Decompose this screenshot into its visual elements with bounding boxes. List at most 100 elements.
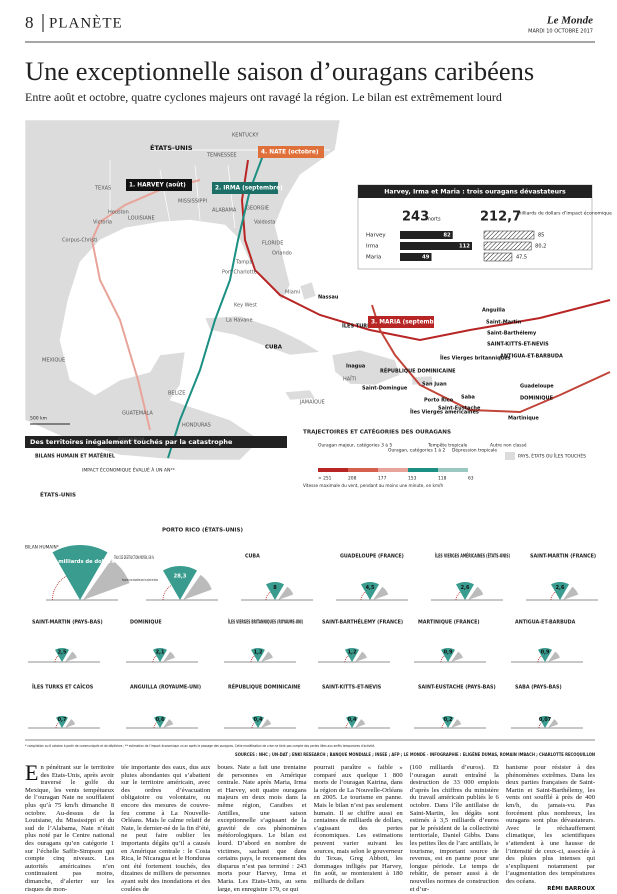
impact-wedge	[55, 648, 69, 662]
territory-value: 1,2	[348, 650, 357, 656]
map-label: Miami	[285, 290, 300, 296]
article-column: banisme pour résister à des phénomènes e…	[506, 764, 595, 892]
map-label: Houston	[108, 210, 129, 216]
impact-wedge	[442, 716, 454, 728]
destruction-wedge	[83, 559, 130, 600]
map-label: Valdosta	[254, 220, 275, 226]
legend-category: Tempête tropicale	[427, 442, 468, 449]
legend-speed: 153	[408, 476, 417, 482]
map-label: Port Charlotte	[222, 270, 257, 276]
map-label: Victoria	[93, 220, 112, 226]
impact-wedge	[252, 716, 264, 728]
map-label: Orlando	[272, 251, 292, 257]
impact-wedge	[163, 565, 197, 600]
map-label: HONDURAS	[182, 423, 211, 429]
territory-name: SABA (PAYS-BAS)	[515, 685, 562, 691]
human-arc	[265, 590, 276, 601]
legend-caption: Vitesse maximale du vent, pendant au moi…	[303, 483, 443, 488]
impact-wedge	[361, 582, 379, 600]
map-label: RÉPUBLIQUE DOMINICAINE	[380, 367, 456, 375]
article-column: pourrait paraître « faible » comparé aux…	[314, 764, 403, 892]
storm-label: 2. IRMA (septembre)	[215, 186, 283, 192]
destruction-wedge	[65, 651, 77, 662]
footnote: * compilation au 6 octobre à partir de c…	[25, 744, 375, 748]
destruction-wedge	[261, 651, 273, 662]
date: MARDI 10 OCTOBRE 2017	[528, 29, 593, 35]
map-label: Nassau	[318, 295, 339, 301]
impact-box	[357, 184, 593, 270]
storm-label: 1. HARVEY (août)	[129, 182, 186, 189]
map-label: ALABAMA	[212, 208, 237, 214]
territory-name: DOMINIQUE	[130, 620, 162, 626]
annotation: TAUX DE DESTRUCTION MOYEN, EN %	[113, 555, 154, 560]
annotation: Proportions non respectées avec les autr…	[122, 577, 158, 582]
legend-category: Dépression tropicale	[452, 447, 497, 454]
map-label: FLORIDE	[262, 241, 283, 247]
legend-speed: 118	[438, 476, 447, 482]
map-label: Martinique	[508, 416, 539, 422]
territory-name: SAINT-EUSTACHE (PAYS-BAS)	[418, 685, 496, 691]
territory-value: 0,4	[254, 717, 263, 723]
territories-subtitle: BILANS HUMAIN ET MATÉRIEL	[35, 452, 115, 460]
territory-name: SAINT-MARTIN (PAYS-BAS)	[32, 620, 103, 626]
map-label: Anguilla	[482, 308, 505, 314]
impact-deaths-unit: morts	[426, 217, 441, 223]
legend-speed: > 251	[318, 476, 332, 482]
human-arc	[550, 590, 561, 601]
article-column: boues. Nate a fait une trentaine de pers…	[217, 764, 306, 892]
destruction-wedge	[468, 586, 484, 600]
human-arc	[455, 590, 466, 601]
territory-value: 0,4	[348, 717, 357, 723]
scale-label: 500 km	[30, 416, 47, 422]
map-label: Saint-Domingue	[362, 386, 408, 392]
sources: SOURCES : NHC ; UN-DAT ; ENKI RESEARCH ;…	[235, 752, 595, 757]
territory-name: SAINT-MARTIN (FRANCE)	[530, 554, 596, 560]
map-label: MISSISSIPPI	[178, 199, 207, 205]
deaths-value: 82	[443, 233, 451, 239]
legend-speed: 177	[378, 476, 387, 482]
map-label: ÉTATS-UNIS	[150, 143, 193, 152]
map-label: SAINT-KITTS-ET-NEVIS	[487, 342, 549, 348]
impact-wedge	[539, 716, 551, 728]
legend-category: Ouragan majeur, catégories 3 à 5	[318, 442, 392, 449]
territory-value: 2,5	[58, 650, 67, 656]
impact-wedge	[345, 648, 359, 662]
storm-label: 4. NATE (octobre)	[261, 150, 319, 156]
territory-value: 0,7	[58, 717, 67, 723]
territory-name: MARTINIQUE (FRANCE)	[418, 620, 480, 626]
annotation: IMPACT ÉCONOMIQUE ÉVALUÉ À UN AN**	[82, 466, 176, 474]
destruction-wedge	[65, 719, 76, 728]
impact-cost-unit: milliards de dollars d’impact économique	[517, 210, 612, 217]
cost-bar	[483, 252, 513, 262]
cost-bar	[483, 241, 532, 251]
section: PLANÈTE	[49, 14, 123, 31]
impact-header	[358, 185, 592, 198]
map-label: Saint-Eustache	[438, 406, 481, 412]
impact-deaths: 243	[402, 210, 429, 225]
impact-wedge	[346, 716, 358, 728]
legend-title: TRAJECTOIRES ET CATÉGORIES DES OURAGANS	[303, 428, 451, 436]
map-label: Guadeloupe	[520, 384, 554, 390]
map-label: Îles Vierges britanniques	[440, 354, 511, 362]
storm-tracks	[90, 149, 611, 459]
legend-category: Autre non classé	[490, 442, 527, 449]
territory-name: ÎLES VIERGES AMÉRICAINES (ÉTATS-UNIS)	[435, 552, 510, 560]
map-label: LOUISIANE	[128, 216, 155, 222]
destruction-wedge	[355, 719, 366, 728]
impact-cost: 212,7	[480, 210, 521, 225]
article-column: (160 milliards d’euros). Et l’ouragan au…	[410, 764, 499, 892]
storm-tag	[212, 182, 278, 194]
territory-value: 0,9	[444, 650, 453, 656]
territory-name: RÉPUBLIQUE DOMINICAINE	[228, 683, 301, 691]
legend-speed: 208	[348, 476, 357, 482]
legend-touched: PAYS, ÉTATS OU ÎLES TOUCHÉS	[518, 452, 586, 460]
map-label: Key West	[234, 303, 257, 309]
map-label: Tampa	[235, 260, 252, 266]
impact-wedge	[441, 648, 455, 662]
destruction-wedge	[548, 651, 560, 662]
standfirst: Entre août et octobre, quatre cyclones m…	[25, 90, 502, 104]
impact-wedge	[266, 582, 284, 600]
destruction-wedge	[548, 719, 559, 728]
map-label: Îles Vierges américaines	[410, 408, 479, 416]
territory-name: ÎLES VIERGES BRITANNIQUES (ROYAUME-UNI)	[228, 618, 303, 626]
